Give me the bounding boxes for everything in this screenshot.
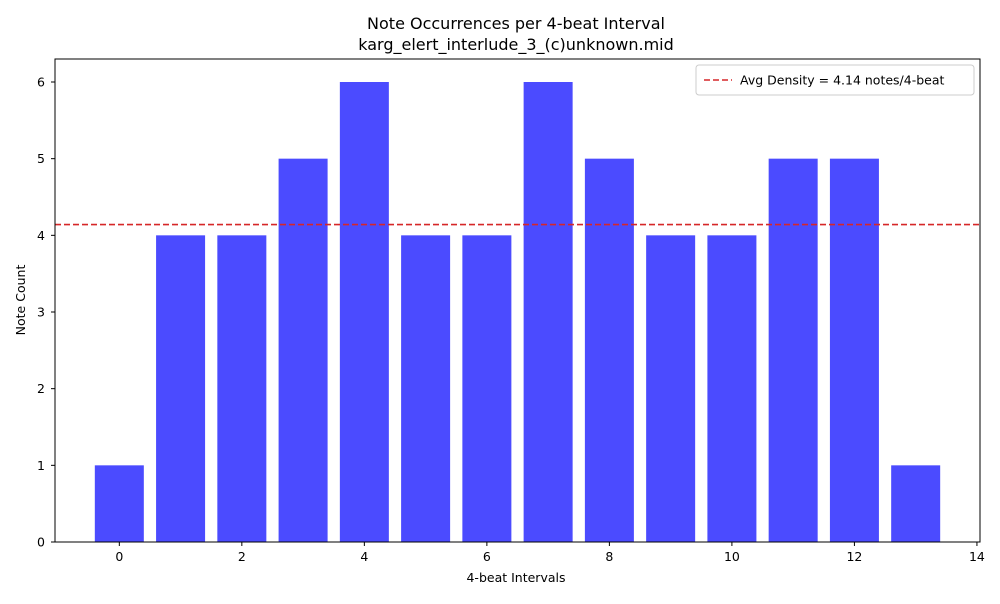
y-axis-ticks: 0 1 2 3 4 5 6: [37, 75, 55, 550]
x-axis-ticks: 0 2 4 6 8 10 12 14: [115, 542, 985, 564]
y-tick-label: 1: [37, 458, 45, 473]
x-tick-label: 8: [605, 549, 613, 564]
x-tick-label: 0: [115, 549, 123, 564]
bar-interval-6: [462, 235, 512, 543]
legend-label: Avg Density = 4.14 notes/4-beat: [740, 73, 945, 88]
bar-interval-0: [94, 465, 144, 542]
chart-title: Note Occurrences per 4-beat Interval: [367, 14, 665, 33]
bar-interval-13: [891, 465, 941, 542]
bar-interval-5: [401, 235, 451, 543]
x-tick-label: 14: [969, 549, 985, 564]
x-tick-label: 2: [238, 549, 246, 564]
bar-interval-7: [523, 82, 573, 542]
y-axis-label: Note Count: [13, 265, 28, 336]
y-tick-label: 5: [37, 151, 45, 166]
x-axis-label: 4-beat Intervals: [466, 570, 565, 585]
y-tick-label: 2: [37, 381, 45, 396]
bars-layer: [94, 82, 941, 543]
chart-subtitle: karg_elert_interlude_3_(c)unknown.mid: [358, 35, 674, 55]
bar-interval-12: [829, 158, 879, 542]
y-tick-label: 6: [37, 75, 45, 90]
bar-interval-9: [646, 235, 696, 543]
bar-interval-3: [278, 158, 328, 542]
plot-area-frame: [54, 58, 981, 543]
x-tick-label: 12: [846, 549, 862, 564]
y-tick-label: 0: [37, 535, 45, 550]
bar-interval-4: [339, 82, 389, 542]
bar-interval-1: [156, 235, 206, 543]
x-tick-label: 4: [360, 549, 368, 564]
bar-interval-10: [707, 235, 757, 543]
bar-interval-8: [584, 158, 634, 542]
legend: Avg Density = 4.14 notes/4-beat: [695, 64, 975, 96]
legend-box: [695, 64, 975, 96]
y-tick-label: 3: [37, 305, 45, 320]
bar-interval-11: [768, 158, 818, 542]
bar-interval-2: [217, 235, 267, 543]
y-tick-label: 4: [37, 228, 45, 243]
x-tick-label: 10: [724, 549, 740, 564]
x-tick-label: 6: [483, 549, 491, 564]
